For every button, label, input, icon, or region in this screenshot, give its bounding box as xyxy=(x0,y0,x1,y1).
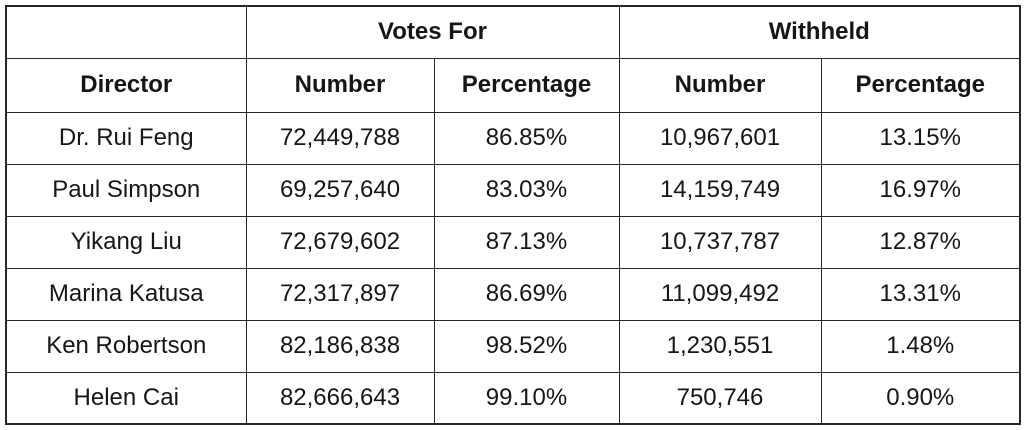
cell-votes-for-number: 69,257,640 xyxy=(245,163,435,217)
cell-withheld-number: 10,737,787 xyxy=(618,215,822,269)
cell-director-name: Ken Robertson xyxy=(5,319,247,373)
table-body: Dr. Rui Feng 72,449,788 86.85% 10,967,60… xyxy=(5,111,1021,425)
cell-withheld-percentage: 13.15% xyxy=(820,111,1021,165)
table-row: Yikang Liu 72,679,602 87.13% 10,737,787 … xyxy=(5,215,1021,269)
cell-withheld-percentage: 0.90% xyxy=(820,371,1021,425)
cell-director-name: Marina Katusa xyxy=(5,267,247,321)
cell-withheld-number: 1,230,551 xyxy=(618,319,822,373)
cell-withheld-percentage: 13.31% xyxy=(820,267,1021,321)
cell-director-name: Yikang Liu xyxy=(5,215,247,269)
table-row: Paul Simpson 69,257,640 83.03% 14,159,74… xyxy=(5,163,1021,217)
group-header-row: Votes For Withheld xyxy=(5,5,1021,59)
column-header-withheld-percentage: Percentage xyxy=(820,57,1021,113)
vote-results-table: Votes For Withheld Director Number Perce… xyxy=(5,5,1022,425)
cell-withheld-percentage: 16.97% xyxy=(820,163,1021,217)
cell-votes-for-number: 72,317,897 xyxy=(245,267,435,321)
group-header-withheld: Withheld xyxy=(618,5,1021,59)
vote-results-table-container: Votes For Withheld Director Number Perce… xyxy=(5,5,1022,425)
table-row: Dr. Rui Feng 72,449,788 86.85% 10,967,60… xyxy=(5,111,1021,165)
cell-director-name: Dr. Rui Feng xyxy=(5,111,247,165)
corner-empty-cell xyxy=(5,5,247,59)
table-row: Helen Cai 82,666,643 99.10% 750,746 0.90… xyxy=(5,371,1021,425)
table-row: Marina Katusa 72,317,897 86.69% 11,099,4… xyxy=(5,267,1021,321)
cell-votes-for-number: 82,666,643 xyxy=(245,371,435,425)
cell-votes-for-percentage: 99.10% xyxy=(433,371,620,425)
cell-votes-for-percentage: 98.52% xyxy=(433,319,620,373)
cell-withheld-percentage: 12.87% xyxy=(820,215,1021,269)
cell-withheld-number: 14,159,749 xyxy=(618,163,822,217)
column-header-withheld-number: Number xyxy=(618,57,822,113)
cell-withheld-number: 750,746 xyxy=(618,371,822,425)
cell-votes-for-percentage: 87.13% xyxy=(433,215,620,269)
cell-withheld-number: 10,967,601 xyxy=(618,111,822,165)
column-header-director: Director xyxy=(5,57,247,113)
cell-votes-for-number: 82,186,838 xyxy=(245,319,435,373)
cell-votes-for-percentage: 86.69% xyxy=(433,267,620,321)
cell-votes-for-percentage: 83.03% xyxy=(433,163,620,217)
cell-director-name: Helen Cai xyxy=(5,371,247,425)
cell-director-name: Paul Simpson xyxy=(5,163,247,217)
table-row: Ken Robertson 82,186,838 98.52% 1,230,55… xyxy=(5,319,1021,373)
cell-withheld-percentage: 1.48% xyxy=(820,319,1021,373)
group-header-votes-for: Votes For xyxy=(245,5,620,59)
cell-withheld-number: 11,099,492 xyxy=(618,267,822,321)
cell-votes-for-number: 72,449,788 xyxy=(245,111,435,165)
column-header-votes-for-percentage: Percentage xyxy=(433,57,620,113)
column-header-votes-for-number: Number xyxy=(245,57,435,113)
column-header-row: Director Number Percentage Number Percen… xyxy=(5,57,1021,113)
cell-votes-for-number: 72,679,602 xyxy=(245,215,435,269)
cell-votes-for-percentage: 86.85% xyxy=(433,111,620,165)
